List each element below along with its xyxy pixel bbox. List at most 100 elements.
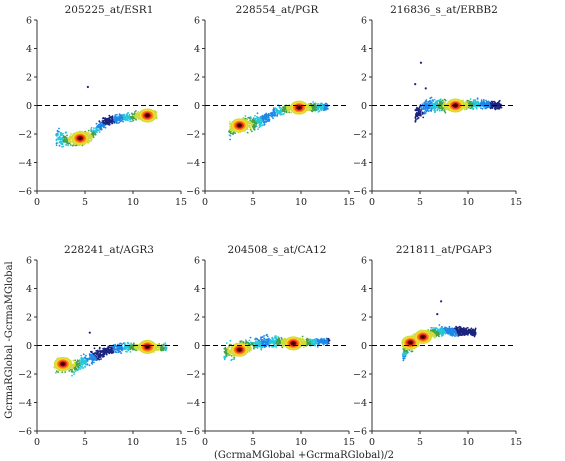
data-point: [429, 109, 432, 112]
data-point: [136, 115, 139, 118]
data-point: [118, 121, 121, 124]
data-point: [227, 350, 230, 352]
data-point: [472, 329, 474, 332]
data-point: [59, 140, 62, 143]
data-point: [260, 336, 262, 339]
data-point: [57, 133, 59, 136]
y-tick-label: −4: [353, 158, 367, 169]
data-point: [90, 139, 92, 142]
data-point: [99, 351, 102, 354]
data-point: [264, 345, 267, 348]
data-point: [473, 329, 476, 331]
data-point: [68, 140, 71, 143]
x-tick-label: 10: [462, 197, 474, 208]
data-point: [428, 106, 430, 108]
data-point: [466, 327, 469, 329]
y-tick-label: −4: [18, 398, 32, 409]
data-point: [101, 124, 103, 126]
x-tick-label: 10: [295, 437, 307, 448]
data-point: [313, 109, 315, 112]
data-point: [228, 134, 231, 137]
data-point: [92, 355, 95, 357]
data-point: [91, 131, 94, 134]
data-point: [233, 356, 236, 359]
data-point: [480, 107, 482, 109]
data-point: [470, 107, 472, 109]
data-point: [62, 135, 65, 137]
data-point: [100, 354, 103, 357]
data-point: [288, 111, 291, 114]
data-point: [59, 136, 61, 139]
data-point: [223, 357, 226, 359]
data-point: [115, 117, 117, 120]
data-point: [313, 339, 316, 341]
data-point: [497, 103, 500, 106]
panel-title: 216836_s_at/ERBB2: [390, 4, 498, 16]
data-point: [252, 117, 255, 119]
data-point: [135, 346, 137, 349]
data-point: [425, 110, 428, 113]
data-point: [132, 117, 135, 120]
data-point: [403, 357, 406, 359]
data-point: [274, 340, 276, 343]
data-point: [275, 342, 278, 345]
data-point: [69, 368, 72, 371]
data-point: [120, 352, 123, 355]
data-point: [81, 365, 83, 368]
data-point: [227, 351, 230, 354]
data-point: [317, 103, 319, 105]
y-tick-label: −2: [353, 130, 367, 141]
data-point: [248, 342, 251, 345]
x-tick-label: 15: [175, 437, 187, 448]
data-point: [77, 365, 80, 367]
data-point: [249, 128, 252, 131]
data-point: [258, 341, 261, 344]
data-point: [256, 341, 259, 344]
data-point: [130, 120, 133, 123]
y-tick-label: −6: [18, 187, 32, 198]
data-point: [74, 370, 77, 372]
data-point: [477, 103, 480, 106]
data-point: [252, 347, 255, 350]
data-point: [108, 352, 110, 354]
data-point: [281, 343, 284, 345]
data-point: [256, 116, 259, 119]
data-point: [441, 99, 444, 102]
data-point: [280, 340, 283, 343]
data-point: [87, 142, 89, 144]
data-point: [308, 341, 311, 344]
data-point: [258, 121, 261, 123]
data-point: [403, 354, 405, 357]
data-point: [93, 353, 95, 356]
data-point: [254, 338, 256, 341]
data-point: [110, 346, 112, 349]
data-point: [102, 349, 105, 352]
data-point: [267, 120, 269, 123]
data-point: [269, 340, 272, 342]
data-point: [304, 343, 307, 346]
data-point: [88, 364, 91, 367]
data-point: [464, 331, 467, 333]
y-tick-label: −4: [18, 158, 32, 169]
data-point: [464, 102, 466, 105]
data-point: [159, 349, 162, 351]
data-point: [434, 103, 436, 106]
x-axis-label: (GcrmaMGlobal +GcrmaRGlobal)/2: [214, 450, 394, 461]
y-tick-label: 2: [26, 73, 32, 84]
y-tick-label: 6: [26, 16, 32, 27]
data-point: [254, 117, 257, 120]
data-point: [440, 329, 443, 332]
data-point: [282, 344, 285, 347]
data-point: [61, 142, 63, 145]
data-point: [121, 349, 123, 352]
data-point: [402, 357, 405, 360]
data-point: [467, 106, 470, 109]
data-point: [70, 135, 72, 138]
panel-title: 228241_at/AGR3: [64, 244, 154, 256]
data-point: [464, 333, 467, 336]
data-point: [160, 346, 163, 349]
y-tick-label: −6: [353, 187, 367, 198]
data-point: [268, 343, 271, 345]
data-point: [113, 348, 116, 350]
